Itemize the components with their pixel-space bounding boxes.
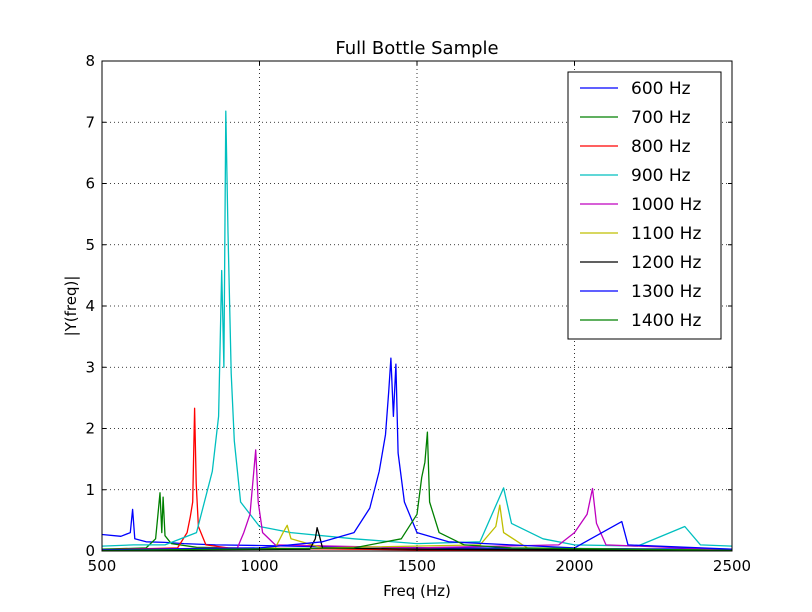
x-tick-label: 500 <box>88 557 117 575</box>
x-tick-label: 2000 <box>555 557 593 575</box>
legend-label: 900 Hz <box>631 166 691 186</box>
series-line <box>102 357 732 551</box>
y-tick-label: 5 <box>85 236 95 254</box>
x-tick-label: 1000 <box>240 557 278 575</box>
y-axis-label: |Y(freq)| <box>62 276 80 337</box>
x-axis-label: Freq (Hz) <box>383 582 451 600</box>
y-tick-label: 6 <box>85 175 95 193</box>
x-tick-label: 2500 <box>713 557 751 575</box>
y-tick-label: 0 <box>85 542 95 560</box>
legend-label: 1100 Hz <box>631 224 701 244</box>
legend: 600 Hz 700 Hz 800 Hz 900 Hz 1000 Hz 1100 Hz 12… <box>567 71 722 340</box>
axis-ticks: 500 1000 1500 2000 2500 0 1 2 3 4 5 6 7 8 <box>85 52 751 575</box>
legend-label: 700 Hz <box>631 108 691 128</box>
legend-label: 1300 Hz <box>631 282 701 302</box>
y-tick-label: 2 <box>85 420 95 438</box>
y-tick-label: 7 <box>85 113 95 131</box>
x-tick-label: 1500 <box>398 557 436 575</box>
series-line <box>102 504 732 551</box>
series-line <box>102 449 732 551</box>
y-tick-label: 4 <box>85 297 95 315</box>
legend-label: 1400 Hz <box>631 311 701 331</box>
y-tick-label: 3 <box>85 358 95 376</box>
series-group <box>102 110 732 551</box>
y-tick-label: 1 <box>85 481 95 499</box>
series-line <box>102 527 732 551</box>
legend-label: 1200 Hz <box>631 253 701 273</box>
y-tick-label: 8 <box>85 52 95 70</box>
legend-label: 1000 Hz <box>631 195 701 215</box>
series-line <box>102 431 732 551</box>
legend-label: 600 Hz <box>631 79 691 99</box>
legend-label: 800 Hz <box>631 137 691 157</box>
chart-title: Full Bottle Sample <box>335 38 498 59</box>
